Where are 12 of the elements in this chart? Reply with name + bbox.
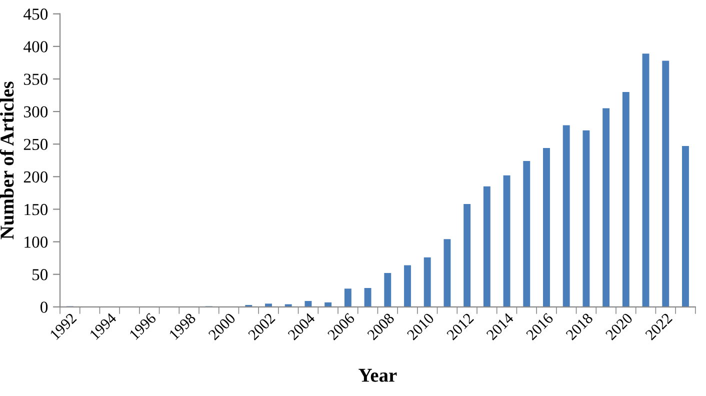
y-tick-label: 0 [40, 302, 48, 313]
y-tick-label: 400 [24, 41, 48, 52]
y-tick-label: 350 [24, 74, 48, 85]
y-axis-title: Number of Articles [0, 82, 14, 240]
y-tick-label: 150 [24, 204, 48, 216]
y-tick-label: 200 [24, 171, 48, 183]
y-tick-label: 250 [24, 138, 48, 150]
y-tick-label: 300 [24, 106, 48, 118]
y-tick-label: 50 [32, 269, 48, 280]
y-tick-label: 450 [24, 8, 48, 20]
y-tick-label: 100 [24, 236, 48, 248]
x-axis-title: Year [358, 368, 397, 382]
